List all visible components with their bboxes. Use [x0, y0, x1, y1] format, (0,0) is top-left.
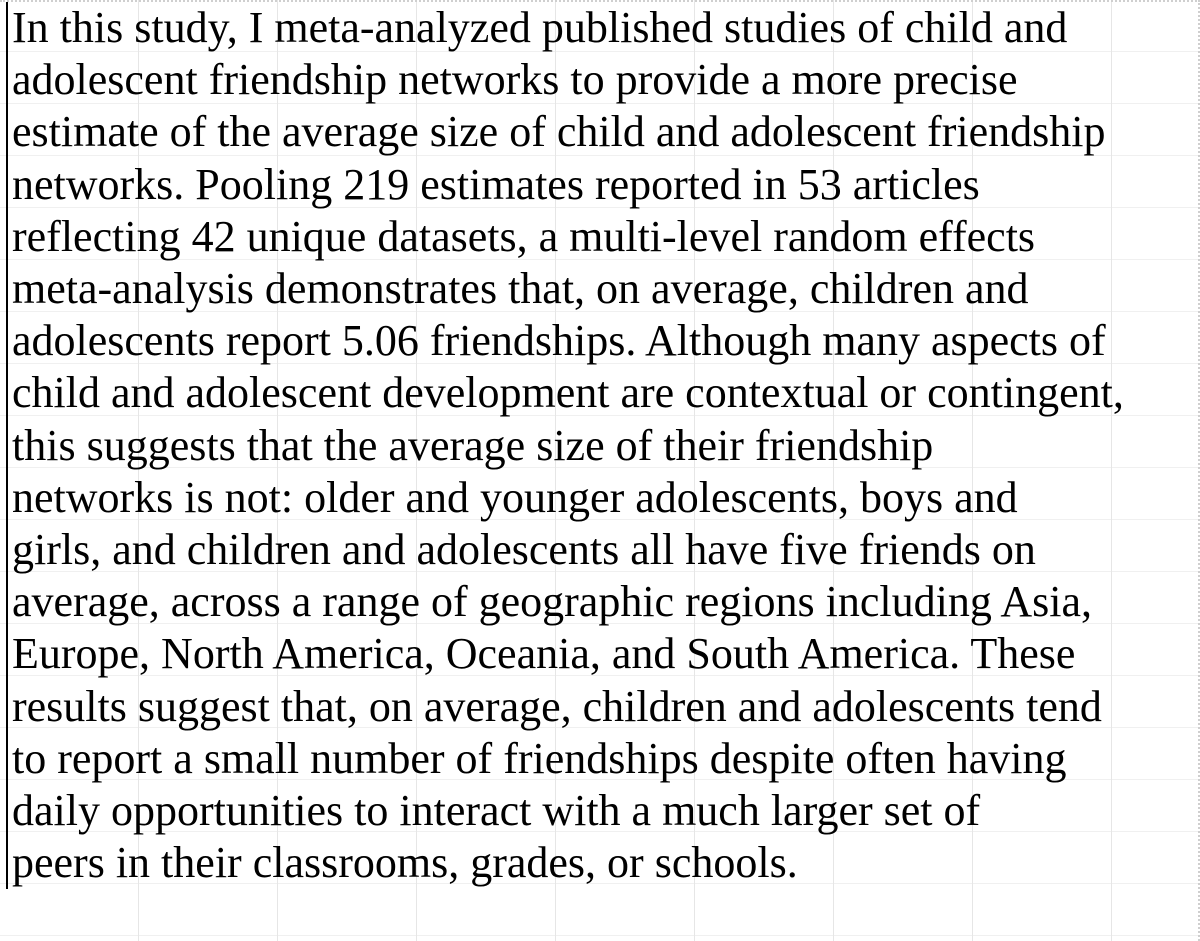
page-border-top	[0, 0, 1200, 4]
text-line: reflecting 42 unique datasets, a multi-l…	[12, 211, 1036, 261]
text-line: In this study, I meta-analyzed published…	[12, 3, 1068, 52]
text-line: results suggest that, on average, childr…	[12, 681, 1102, 731]
text-line: child and adolescent development are con…	[12, 368, 1124, 418]
abstract-paragraph[interactable]: In this study, I meta-analyzed published…	[6, 2, 1197, 890]
text-line: adolescent friendship networks to provid…	[12, 55, 1018, 105]
page-border-right	[1196, 0, 1200, 941]
text-line: to report a small number of friendships …	[12, 733, 1067, 783]
text-line: girls, and children and adolescents all …	[12, 525, 1036, 575]
text-line: adolescents report 5.06 friendships. Alt…	[12, 316, 1106, 366]
text-line: daily opportunities to interact with a m…	[12, 786, 981, 836]
text-line: meta-analysis demonstrates that, on aver…	[12, 264, 1029, 314]
text-line: estimate of the average size of child an…	[12, 107, 1106, 157]
text-line: Europe, North America, Oceania, and Sout…	[12, 629, 1076, 679]
text-line: networks is not: older and younger adole…	[12, 472, 1018, 522]
text-line: peers in their classrooms, grades, or sc…	[12, 838, 798, 888]
text-line: this suggests that the average size of t…	[12, 420, 934, 470]
text-line: average, across a range of geographic re…	[12, 577, 1093, 627]
text-line: networks. Pooling 219 estimates reported…	[12, 159, 980, 209]
